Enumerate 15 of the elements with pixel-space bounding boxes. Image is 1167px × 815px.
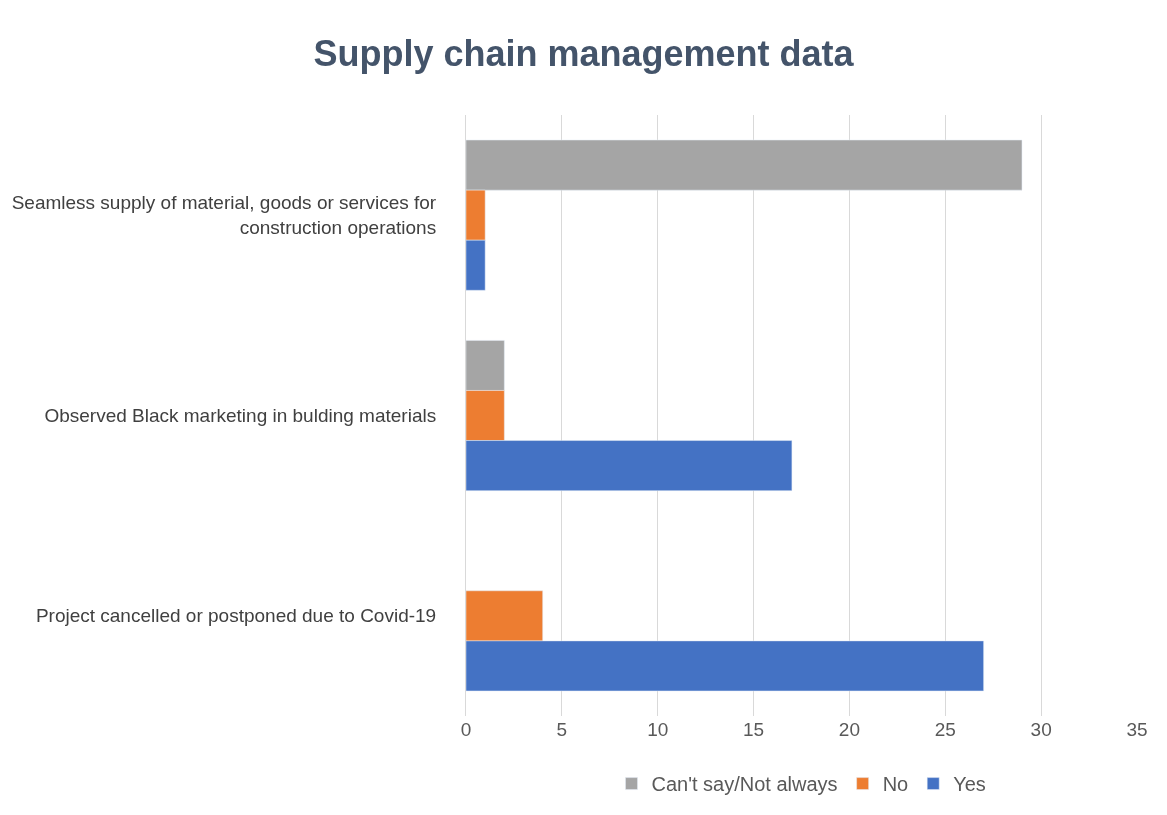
x-tick-label: 20	[838, 719, 860, 740]
y-tick-label: Seamless supply of material, goods or services for construction operations	[11, 192, 437, 239]
y-tick-label: Observed Black marketing in bulding materials	[44, 405, 437, 427]
x-tick-label: 35	[1126, 719, 1148, 740]
x-tick-label: 15	[743, 719, 765, 740]
x-tick-label: 30	[1030, 719, 1052, 740]
x-tick-label: 10	[647, 719, 669, 740]
legend-label: No	[882, 773, 909, 796]
legend-label: Yes	[953, 773, 986, 796]
legend-label: Can't say/Not always	[651, 773, 838, 796]
chart-title: Supply chain management data	[313, 32, 855, 74]
x-tick-label: 25	[934, 719, 956, 740]
x-tick-label: 0	[460, 719, 472, 740]
x-tick-label: 5	[556, 719, 568, 740]
y-tick-label: Project cancelled or postponed due to Covid-19	[35, 605, 437, 627]
